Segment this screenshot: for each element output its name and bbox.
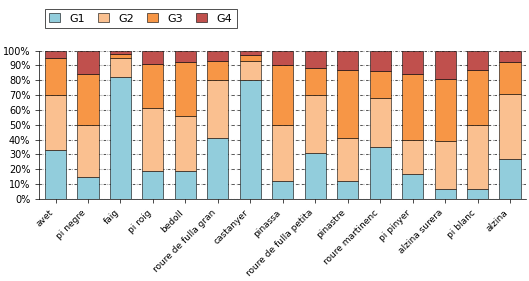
Bar <box>402 51 423 74</box>
Bar <box>240 80 261 199</box>
Bar <box>207 61 229 80</box>
Bar <box>142 108 163 171</box>
Bar <box>240 51 261 55</box>
Bar <box>337 138 358 181</box>
Bar <box>402 140 423 174</box>
Bar <box>175 171 196 199</box>
Bar <box>499 51 521 62</box>
Bar <box>499 159 521 199</box>
Bar <box>370 98 391 147</box>
Bar <box>142 51 163 64</box>
Bar <box>240 55 261 61</box>
Bar <box>272 181 293 199</box>
Bar <box>499 62 521 94</box>
Bar <box>499 94 521 159</box>
Bar <box>467 51 488 70</box>
Bar <box>434 189 455 199</box>
Bar <box>142 64 163 108</box>
Bar <box>110 77 131 199</box>
Bar <box>402 174 423 199</box>
Bar <box>370 51 391 71</box>
Bar <box>207 80 229 138</box>
Bar <box>175 51 196 62</box>
Bar <box>142 171 163 199</box>
Bar <box>434 51 455 79</box>
Legend: G1, G2, G3, G4: G1, G2, G3, G4 <box>45 9 236 28</box>
Bar <box>434 79 455 141</box>
Bar <box>337 181 358 199</box>
Bar <box>110 58 131 77</box>
Bar <box>45 150 66 199</box>
Bar <box>467 189 488 199</box>
Bar <box>77 74 98 125</box>
Bar <box>45 58 66 95</box>
Bar <box>45 95 66 150</box>
Bar <box>272 125 293 181</box>
Bar <box>272 65 293 125</box>
Bar <box>45 51 66 58</box>
Bar <box>175 116 196 171</box>
Bar <box>370 147 391 199</box>
Bar <box>175 62 196 116</box>
Bar <box>305 95 326 153</box>
Bar <box>337 70 358 138</box>
Bar <box>207 51 229 61</box>
Bar <box>305 51 326 68</box>
Bar <box>434 141 455 189</box>
Bar <box>272 51 293 65</box>
Bar <box>337 51 358 70</box>
Bar <box>110 54 131 58</box>
Bar <box>305 68 326 95</box>
Bar <box>110 51 131 54</box>
Bar <box>240 61 261 80</box>
Bar <box>305 153 326 199</box>
Bar <box>77 125 98 177</box>
Bar <box>370 71 391 98</box>
Bar <box>77 177 98 199</box>
Bar <box>467 125 488 189</box>
Bar <box>207 138 229 199</box>
Bar <box>402 74 423 140</box>
Bar <box>467 70 488 125</box>
Bar <box>77 51 98 74</box>
